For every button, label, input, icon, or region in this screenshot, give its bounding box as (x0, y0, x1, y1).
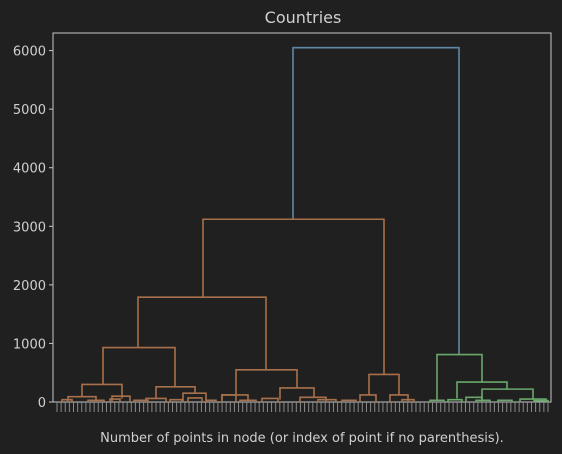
link-orange-ll (102, 346, 176, 387)
link-small (87, 399, 105, 402)
y-tick-label: 2000 (13, 279, 46, 294)
link-o2 (155, 385, 196, 400)
chart-title: Countries (265, 8, 342, 27)
link-root (292, 46, 460, 355)
link-small (389, 394, 409, 402)
link-green (436, 353, 483, 401)
x-axis-leaf-ticks (56, 402, 549, 412)
link-small (187, 397, 203, 402)
link-small (359, 394, 377, 402)
link-small (205, 399, 217, 402)
y-axis: 0 1000 2000 3000 4000 5000 6000 (13, 45, 53, 411)
y-tick-label: 3000 (13, 220, 46, 235)
link-small (111, 395, 131, 402)
link-small (239, 399, 257, 402)
link-small (497, 399, 513, 402)
link-small (429, 399, 445, 402)
y-tick-label: 6000 (13, 45, 46, 60)
link-small (133, 399, 149, 402)
plot-frame (52, 32, 552, 403)
link-small (182, 392, 207, 402)
link-orange (202, 218, 385, 375)
y-tick-label: 4000 (13, 162, 46, 177)
link-small (475, 399, 491, 402)
link-small (447, 398, 463, 402)
link-small (341, 399, 357, 402)
link-o1 (81, 383, 123, 399)
x-axis-label: Number of points in node (or index of po… (100, 431, 504, 446)
y-tick-label: 1000 (13, 337, 46, 352)
dendrogram-links (61, 46, 549, 402)
link-small (261, 397, 279, 402)
link-small (67, 395, 97, 402)
link-small (169, 398, 183, 402)
link-orange-lr (235, 368, 298, 395)
link-small (145, 397, 167, 402)
link-small (61, 398, 73, 402)
y-tick-label: 0 (38, 396, 46, 411)
link-green-inner (456, 381, 508, 399)
link-small (401, 398, 415, 402)
link-small (533, 399, 549, 402)
link-small (109, 398, 121, 402)
plot-border (52, 32, 552, 403)
link-o5 (279, 387, 315, 400)
link-small (221, 394, 237, 402)
y-tick-label: 5000 (13, 103, 46, 118)
link-orange-left (137, 296, 267, 370)
link-green-inner-b (481, 388, 534, 400)
link-o3 (368, 373, 400, 395)
link-small (317, 398, 337, 402)
